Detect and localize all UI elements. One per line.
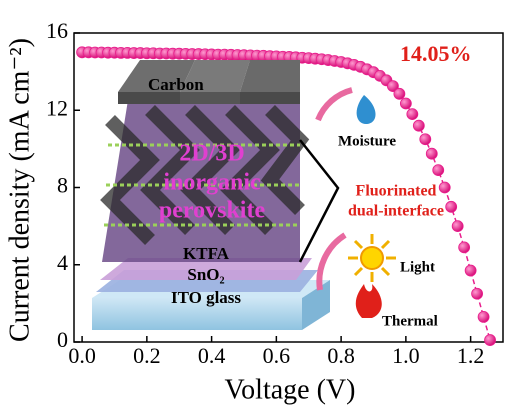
data-point	[451, 220, 464, 233]
label-inorganic: inorganic	[163, 170, 261, 196]
arrow-light	[316, 232, 347, 291]
label-light: Light	[400, 259, 435, 275]
data-point	[399, 97, 412, 110]
data-point	[419, 133, 432, 146]
label-sno2: SnO₂	[187, 265, 224, 284]
x-axis-label: Voltage (V)	[225, 374, 356, 405]
data-point	[484, 334, 496, 346]
ito-front	[92, 298, 302, 330]
label-ito: ITO glass	[171, 288, 241, 307]
sun-icon	[360, 246, 384, 270]
label-ktfa: KTFA	[183, 244, 230, 263]
label-perovskite: perovskite	[159, 198, 266, 224]
x-tick-label: 0.6	[263, 343, 291, 368]
data-point	[406, 108, 419, 121]
label-moisture: Moisture	[338, 133, 396, 149]
data-point	[425, 147, 438, 160]
carbon-blocks	[118, 60, 300, 104]
ito-side	[302, 280, 330, 330]
data-point	[412, 119, 425, 132]
data-point	[458, 241, 471, 254]
label-efficiency: 14.05%	[400, 41, 472, 66]
data-point	[393, 87, 406, 100]
y-tick-label: 4	[57, 250, 68, 275]
y-tick-label: 16	[46, 18, 68, 43]
label-carbon: Carbon	[148, 75, 204, 94]
droplet-icon	[356, 95, 376, 124]
x-tick-label: 1.2	[457, 343, 485, 368]
data-point	[438, 181, 451, 194]
data-point	[464, 264, 477, 277]
flame-icon	[355, 284, 382, 318]
data-point	[387, 80, 399, 93]
sun-rays	[348, 234, 396, 282]
label-fluorinated: Fluorinated	[356, 183, 437, 200]
label-2d3d: 2D/3D	[179, 141, 244, 167]
x-tick-label: 0.8	[327, 343, 355, 368]
data-point	[477, 310, 490, 323]
y-axis-label: Current density (mA cm⁻²)	[4, 38, 35, 342]
x-tick-label: 1.0	[392, 343, 420, 368]
data-point	[432, 164, 445, 177]
device-illustration	[92, 60, 396, 330]
y-tick-label: 0	[57, 327, 68, 352]
x-tick-label: 0.4	[198, 343, 226, 368]
data-point	[471, 287, 483, 300]
y-tick-label: 8	[57, 173, 68, 198]
x-tick-label: 0.2	[133, 343, 161, 368]
arrow-moisture	[315, 87, 353, 122]
y-tick-label: 12	[46, 95, 68, 120]
data-point	[445, 200, 458, 213]
ktfa-layer	[100, 258, 312, 280]
perovskite-stack	[100, 100, 310, 262]
bracket	[298, 139, 340, 263]
label-dual: dual-interface	[348, 203, 444, 220]
label-thermal: Thermal	[382, 313, 438, 329]
x-tick-label: 0.0	[68, 343, 96, 368]
